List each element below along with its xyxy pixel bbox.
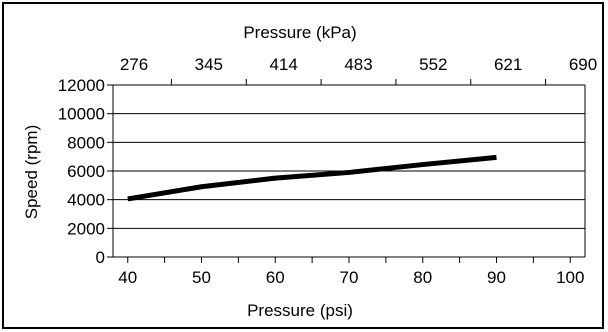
top-tick-label: 483 xyxy=(344,55,372,74)
x-tick-label: 80 xyxy=(413,268,432,287)
y-axis-title: Speed (rpm) xyxy=(22,125,41,219)
x-tick-label: 40 xyxy=(118,268,137,287)
top-tick-label: 552 xyxy=(419,55,447,74)
x-tick-label: 60 xyxy=(266,268,285,287)
axes-layer xyxy=(107,79,586,263)
top-tick-label: 690 xyxy=(569,55,597,74)
top-tick-label: 345 xyxy=(195,55,223,74)
x-tick-label: 50 xyxy=(192,268,211,287)
y-tick-label: 10000 xyxy=(58,105,105,124)
top-tick-label: 276 xyxy=(120,55,148,74)
x-tick-label: 100 xyxy=(556,268,584,287)
tick-label-layer: 0 2000 4000 6000 8000 10000 12000 40 50 60 70 80 90 1… xyxy=(58,55,597,287)
y-tick-label: 6000 xyxy=(67,162,105,181)
bottom-axis-title: Pressure (psi) xyxy=(247,301,353,320)
series-layer xyxy=(127,154,497,202)
series-line xyxy=(127,154,497,202)
x-tick-label: 70 xyxy=(340,268,359,287)
y-tick-label: 4000 xyxy=(67,191,105,210)
y-tick-label: 12000 xyxy=(58,76,105,95)
y-tick-label: 2000 xyxy=(67,219,105,238)
chart-frame xyxy=(2,2,604,329)
x-tick-label: 90 xyxy=(487,268,506,287)
top-axis-title: Pressure (kPa) xyxy=(243,23,356,42)
top-tick-label: 621 xyxy=(494,55,522,74)
top-tick-label: 414 xyxy=(269,55,297,74)
y-tick-label: 8000 xyxy=(67,133,105,152)
y-tick-label: 0 xyxy=(96,248,105,267)
grid-layer xyxy=(113,84,585,258)
